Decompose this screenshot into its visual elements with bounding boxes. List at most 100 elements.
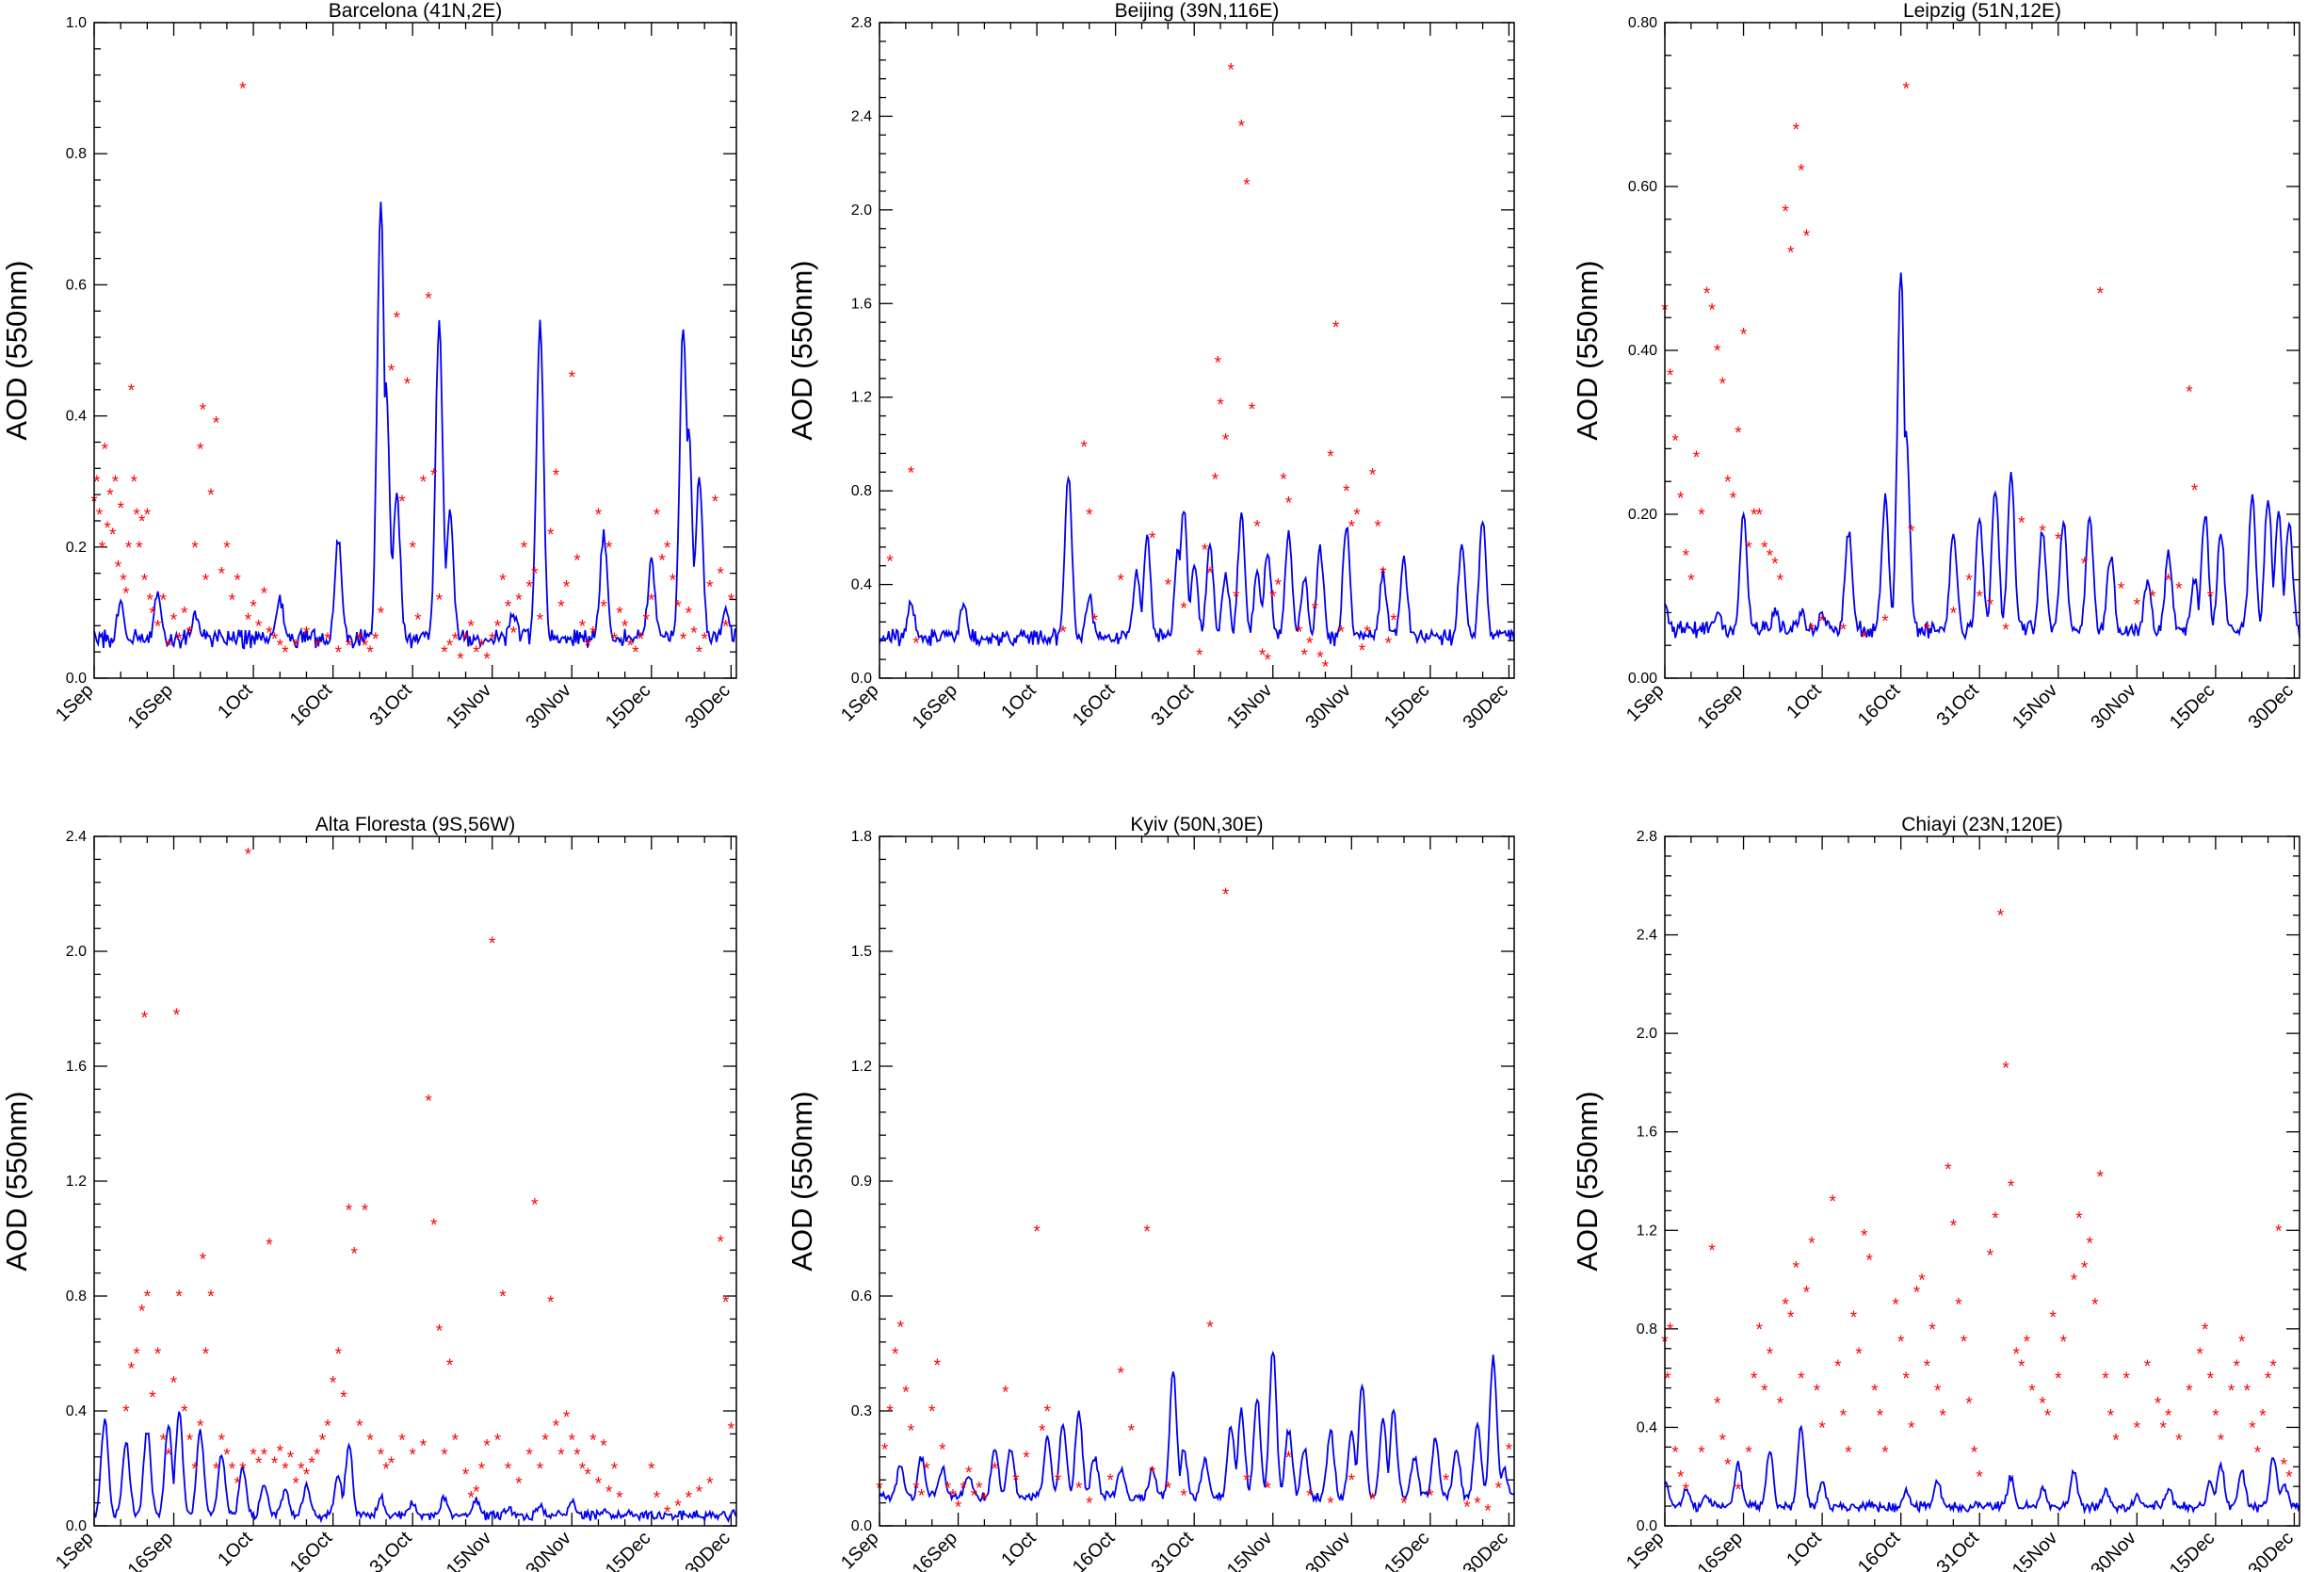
observation-point: * <box>1840 1406 1848 1426</box>
observation-point: * <box>1740 326 1748 346</box>
observation-point: * <box>1787 244 1795 264</box>
observation-point: * <box>1881 612 1889 632</box>
observation-point: * <box>133 1345 140 1365</box>
observation-point: * <box>1332 318 1340 338</box>
x-tick-label: 30Dec <box>1460 1528 1512 1572</box>
observation-point: * <box>2002 1060 2009 1079</box>
observation-point: * <box>1259 646 1267 666</box>
observation-point: * <box>1667 366 1674 386</box>
observation-point: * <box>441 643 448 663</box>
panel-title: Barcelona (41N,2E) <box>329 0 502 22</box>
observation-point: * <box>1987 596 1994 616</box>
observation-point: * <box>1714 1394 1721 1414</box>
panel-leipzig: Leipzig (51N,12E) AOD (550nm) 0.000.200.… <box>1571 0 2300 733</box>
observation-point: * <box>1091 611 1099 631</box>
y-axis-label: AOD (550nm) <box>0 1091 33 1271</box>
observation-point: * <box>346 1202 353 1222</box>
observation-point: * <box>1971 1444 1978 1464</box>
observation-point: * <box>160 1432 168 1451</box>
observation-point: * <box>462 1466 470 1485</box>
observation-point: * <box>1761 1382 1768 1402</box>
y-ticks: 0.0 0.3 0.6 0.9 1.2 1.5 1.8 <box>851 829 1514 1534</box>
observation-point: * <box>1385 635 1393 655</box>
observation-point: * <box>191 1460 199 1480</box>
y-tick-label: 0.4 <box>851 577 872 593</box>
model-aod-line <box>879 1351 1515 1504</box>
observation-point: * <box>1761 539 1768 559</box>
observation-point: * <box>173 1006 181 1026</box>
model-aod-line <box>93 202 737 650</box>
observation-point: * <box>1845 1444 1852 1464</box>
observation-point: * <box>2075 1209 2083 1229</box>
x-tick-label: 16Sep <box>124 680 177 733</box>
observation-point: * <box>165 1446 172 1466</box>
observation-point: * <box>908 463 915 483</box>
observation-point: * <box>356 630 363 650</box>
observation-point: * <box>170 1374 178 1394</box>
observation-point: * <box>478 1460 486 1480</box>
observation-point: * <box>330 1374 337 1394</box>
observation-point: * <box>1671 1444 1679 1464</box>
y-tick-label: 0.4 <box>1637 1419 1657 1435</box>
x-tick-label: 1Oct <box>997 680 1041 723</box>
observation-point: * <box>149 1388 156 1408</box>
observation-point: * <box>282 643 289 663</box>
observation-point: * <box>255 1454 263 1474</box>
observation-point: * <box>1771 555 1779 575</box>
observation-point: * <box>616 1489 623 1509</box>
observation-point: * <box>106 486 114 506</box>
observation-point: * <box>611 630 619 650</box>
observation-point: * <box>1756 1321 1764 1340</box>
x-tick-label: 31Oct <box>1147 680 1198 731</box>
x-tick-label: 30Nov <box>2087 680 2139 733</box>
observation-point: * <box>1924 621 1931 640</box>
observation-point: * <box>1327 1495 1334 1515</box>
observation-point: * <box>537 610 544 630</box>
observation-point: * <box>234 572 241 592</box>
observation-point: * <box>1348 517 1356 537</box>
observation-point: * <box>409 1446 416 1466</box>
observation-point: * <box>255 617 263 637</box>
observation-point: * <box>1269 588 1277 608</box>
observation-point: * <box>1787 1308 1795 1328</box>
observation-point: * <box>2039 1394 2046 1414</box>
observation-point: * <box>1976 1468 1983 1488</box>
observation-point: * <box>1934 1382 1942 1402</box>
observation-point: * <box>547 1293 555 1313</box>
observation-point: * <box>2008 1177 2015 1197</box>
y-tick-label: 0.3 <box>851 1403 872 1419</box>
y-tick-label: 0.8 <box>1637 1321 1657 1337</box>
observation-point: * <box>394 309 401 329</box>
observation-point: * <box>627 637 635 656</box>
x-tick-label: 16Sep <box>124 1528 177 1572</box>
observation-point: * <box>2233 1357 2240 1377</box>
x-tick-label: 30Nov <box>1301 680 1354 733</box>
observation-point: * <box>553 466 560 486</box>
observation-point: * <box>2144 1357 2152 1377</box>
observation-point: * <box>658 552 666 572</box>
observation-point: * <box>223 539 231 559</box>
y-axis-label: AOD (550nm) <box>1571 1091 1604 1271</box>
observation-point: * <box>2202 1321 2209 1340</box>
observation-point: * <box>2191 481 2199 501</box>
observation-point: * <box>2024 1333 2031 1353</box>
observation-point: * <box>1965 1394 1973 1414</box>
observation-point: * <box>510 624 518 643</box>
x-tick-label: 30Nov <box>522 680 574 733</box>
observation-point: * <box>420 473 428 493</box>
y-tick-label: 0.6 <box>851 1288 872 1305</box>
observation-point: * <box>642 610 650 630</box>
observation-point: * <box>388 1454 395 1474</box>
observation-point: * <box>96 506 104 526</box>
observation-markers: ****************************************… <box>876 885 1512 1522</box>
observation-point: * <box>912 1479 920 1499</box>
observation-point: * <box>912 635 920 655</box>
observation-point: * <box>1285 494 1293 514</box>
observation-point: * <box>1369 466 1377 486</box>
observation-point: * <box>717 565 724 585</box>
observation-point: * <box>584 637 591 656</box>
observation-point: * <box>1767 1345 1774 1365</box>
x-tick-label: 15Nov <box>1223 680 1276 733</box>
observation-point: * <box>1212 471 1219 491</box>
y-tick-label: 1.6 <box>851 296 872 312</box>
